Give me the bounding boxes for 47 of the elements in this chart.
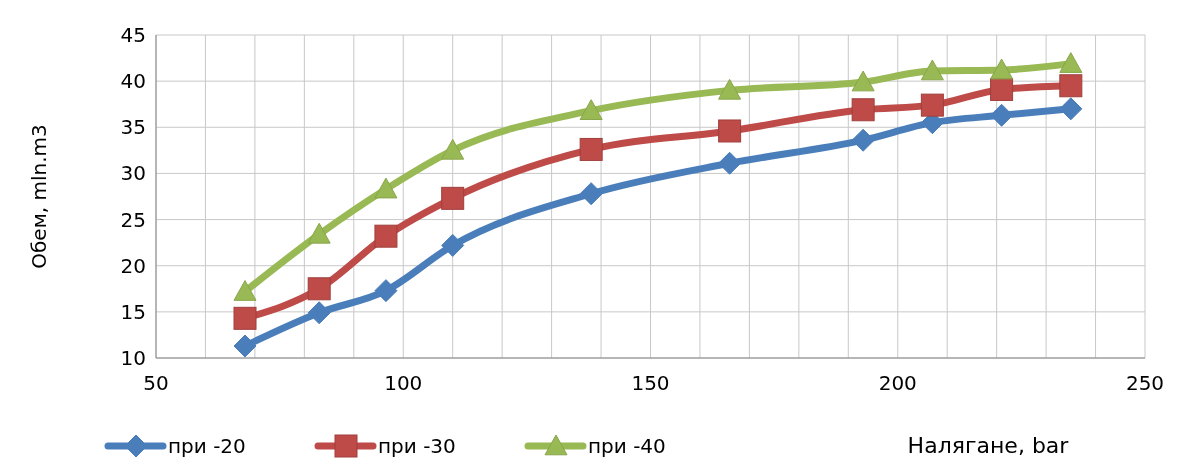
y-tick-label: 35	[120, 115, 146, 140]
x-tick-label: 50	[143, 371, 169, 395]
point	[307, 301, 331, 325]
point	[1059, 97, 1083, 121]
legend-label: при -20	[168, 434, 246, 458]
point	[1059, 52, 1083, 73]
y-tick-label: 15	[120, 299, 146, 324]
point	[233, 306, 257, 330]
y-tick-label: 30	[120, 161, 146, 186]
point	[851, 128, 875, 152]
x-tick-label: 100	[384, 371, 423, 395]
point	[441, 138, 465, 160]
legend-label: при -40	[588, 434, 666, 458]
point	[374, 224, 398, 248]
point	[579, 137, 603, 161]
y-tick-label: 25	[120, 207, 146, 232]
point	[374, 177, 398, 199]
point	[990, 103, 1014, 127]
x-tick-label: 200	[878, 371, 917, 395]
point	[374, 279, 398, 303]
legend-label: при -30	[378, 434, 456, 458]
point	[920, 59, 944, 81]
point	[307, 222, 331, 244]
point	[307, 277, 331, 301]
x-tick-label: 250	[1125, 371, 1165, 395]
point	[233, 280, 257, 301]
point	[441, 233, 465, 257]
x-axis-title: Налягане, bar	[907, 433, 1070, 458]
point	[579, 182, 603, 206]
point	[718, 119, 742, 143]
point	[990, 58, 1014, 80]
point	[718, 78, 742, 100]
x-tick-label: 150	[631, 371, 670, 395]
point	[233, 334, 257, 358]
y-tick-label: 45	[120, 23, 146, 47]
y-tick-label: 10	[120, 346, 146, 370]
point	[990, 77, 1014, 101]
point	[441, 186, 465, 210]
y-tick-label: 20	[120, 253, 146, 278]
y-axis-title: Обем, mln.m3	[27, 124, 51, 269]
point	[851, 98, 875, 122]
point	[579, 99, 603, 120]
y-tick-label: 40	[120, 69, 146, 94]
point	[851, 70, 875, 92]
point	[1059, 74, 1083, 98]
point	[920, 93, 944, 117]
point	[718, 151, 742, 175]
